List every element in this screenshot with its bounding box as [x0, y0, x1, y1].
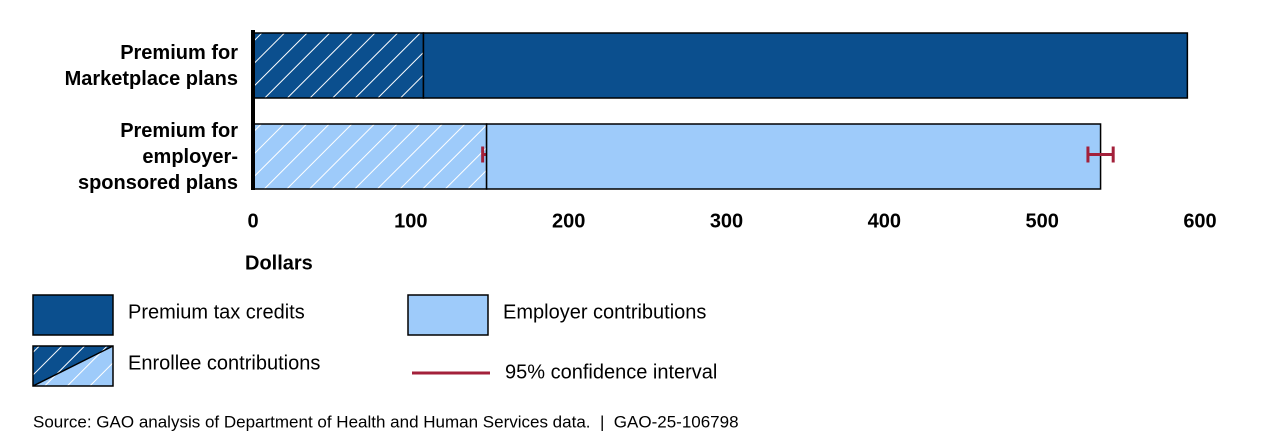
bar-segment — [252, 32, 425, 99]
legend-label: Employer contributions — [503, 301, 706, 323]
x-tick-label: 500 — [1025, 210, 1058, 232]
legend-label: 95% confidence interval — [505, 361, 717, 383]
x-tick-label: 600 — [1183, 210, 1216, 232]
category-label: Premium for employer- sponsored plans — [77, 119, 238, 194]
x-axis-label: Dollars — [245, 252, 313, 274]
legend-swatch — [407, 294, 489, 336]
bar-segment — [485, 123, 1102, 190]
legend-label: Enrollee contributions — [128, 352, 320, 374]
x-tick-label: 400 — [868, 210, 901, 232]
x-tick-label: 100 — [394, 210, 427, 232]
category-label: Premium for Marketplace plans — [64, 41, 238, 90]
source: Source: GAO analysis of Department of He… — [33, 412, 739, 431]
bar-segment — [422, 32, 1189, 99]
legend-swatch — [32, 294, 114, 336]
error-bar — [1086, 146, 1115, 163]
bar-segment — [252, 123, 488, 190]
x-tick-label: 200 — [552, 210, 585, 232]
x-tick-label: 0 — [247, 210, 258, 232]
legend-label: Premium tax credits — [128, 301, 305, 323]
x-tick-label: 300 — [710, 210, 743, 232]
